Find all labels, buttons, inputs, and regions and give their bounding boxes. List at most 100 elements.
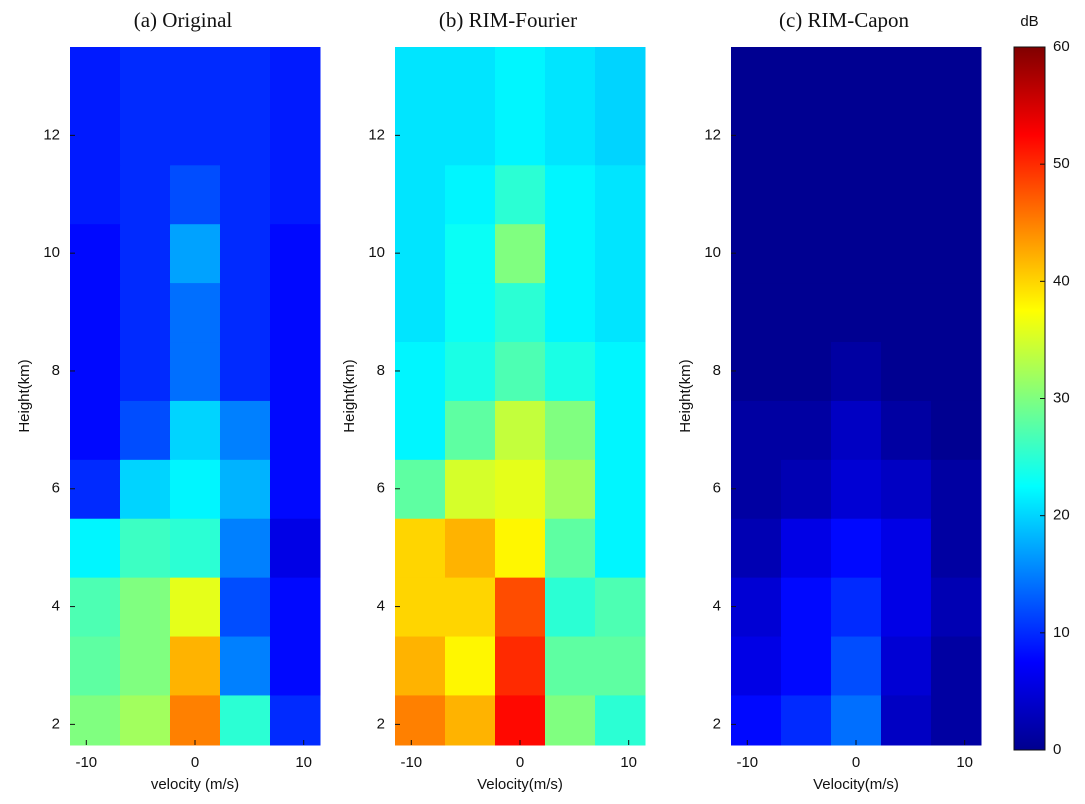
heat-cell bbox=[220, 282, 271, 343]
heat-cell bbox=[395, 694, 446, 746]
chart-title: (c) RIM-Capon bbox=[779, 8, 910, 32]
heat-cell bbox=[70, 223, 121, 284]
heat-cell bbox=[831, 694, 882, 746]
colorbar-tick-label: 40 bbox=[1053, 272, 1070, 289]
heat-cell bbox=[595, 223, 646, 284]
heat-cell bbox=[781, 577, 832, 637]
heat-cell bbox=[120, 694, 171, 746]
y-tick-label: 8 bbox=[52, 362, 60, 379]
heat-cell bbox=[445, 400, 496, 460]
y-tick-label: 10 bbox=[368, 244, 385, 261]
heat-cell bbox=[595, 577, 646, 637]
heat-cell bbox=[881, 400, 932, 460]
heat-cell bbox=[595, 282, 646, 343]
heat-cell bbox=[220, 47, 271, 166]
heat-cell bbox=[70, 47, 121, 166]
heat-cell bbox=[545, 577, 596, 637]
colorbar-tick-label: 10 bbox=[1053, 624, 1070, 641]
y-tick-label: 10 bbox=[704, 244, 721, 261]
x-axis-label: velocity (m/s) bbox=[151, 776, 239, 793]
heat-cell bbox=[270, 400, 321, 460]
y-tick-label: 2 bbox=[52, 715, 60, 732]
heat-cell bbox=[881, 47, 932, 166]
heat-cell bbox=[495, 282, 546, 343]
heat-cell bbox=[495, 694, 546, 746]
y-tick-label: 4 bbox=[52, 598, 60, 615]
heat-cell bbox=[495, 636, 546, 696]
y-tick-label: 4 bbox=[713, 598, 721, 615]
heat-cell bbox=[395, 341, 446, 401]
heat-cell bbox=[170, 282, 221, 343]
heat-cell bbox=[445, 164, 496, 225]
heat-cell bbox=[931, 577, 982, 637]
x-tick-label: 0 bbox=[852, 754, 860, 771]
heat-cell bbox=[931, 223, 982, 284]
heat-cell bbox=[220, 400, 271, 460]
y-tick-label: 2 bbox=[377, 715, 385, 732]
heat-cell bbox=[831, 164, 882, 225]
heat-cell bbox=[731, 47, 782, 166]
heat-cell bbox=[545, 518, 596, 578]
heat-cell bbox=[220, 518, 271, 578]
heat-cell bbox=[445, 341, 496, 401]
heat-cell bbox=[545, 47, 596, 166]
colorbar-tick-label: 0 bbox=[1053, 741, 1061, 758]
heat-cell bbox=[781, 636, 832, 696]
heat-cell bbox=[395, 459, 446, 519]
heat-cell bbox=[220, 223, 271, 284]
heat-cell bbox=[495, 341, 546, 401]
y-tick-label: 12 bbox=[704, 126, 721, 143]
heat-cell bbox=[170, 47, 221, 166]
y-tick-label: 2 bbox=[713, 715, 721, 732]
y-tick-label: 6 bbox=[713, 480, 721, 497]
heat-cell bbox=[545, 282, 596, 343]
heat-cell bbox=[220, 164, 271, 225]
heat-cell bbox=[120, 223, 171, 284]
y-tick-label: 8 bbox=[377, 362, 385, 379]
heat-cell bbox=[170, 400, 221, 460]
heat-cell bbox=[931, 282, 982, 343]
y-tick-label: 8 bbox=[713, 362, 721, 379]
heat-cell bbox=[931, 400, 982, 460]
heat-cell bbox=[831, 282, 882, 343]
heat-cell bbox=[270, 341, 321, 401]
heat-cell bbox=[395, 223, 446, 284]
x-axis-label: Velocity(m/s) bbox=[813, 776, 899, 793]
heat-cell bbox=[781, 282, 832, 343]
heat-cell bbox=[595, 341, 646, 401]
heat-cell bbox=[220, 577, 271, 637]
heat-cell bbox=[931, 47, 982, 166]
heat-cell bbox=[781, 518, 832, 578]
heat-cell bbox=[120, 164, 171, 225]
heat-cell bbox=[595, 164, 646, 225]
y-axis-label: Height(km) bbox=[341, 359, 358, 432]
heat-cell bbox=[170, 518, 221, 578]
y-tick-label: 12 bbox=[43, 126, 60, 143]
heat-cell bbox=[881, 282, 932, 343]
heat-cell bbox=[395, 47, 446, 166]
y-tick-label: 10 bbox=[43, 244, 60, 261]
heat-cell bbox=[70, 164, 121, 225]
heat-cell bbox=[931, 694, 982, 746]
heat-cell bbox=[120, 577, 171, 637]
heat-cell bbox=[120, 636, 171, 696]
heat-cell bbox=[881, 341, 932, 401]
heat-cell bbox=[445, 518, 496, 578]
heat-cell bbox=[731, 400, 782, 460]
heat-cell bbox=[731, 341, 782, 401]
heat-cell bbox=[170, 577, 221, 637]
chart-title: (a) Original bbox=[134, 8, 233, 32]
heat-cell bbox=[495, 164, 546, 225]
heat-cell bbox=[70, 694, 121, 746]
colorbar-tick-label: 30 bbox=[1053, 389, 1070, 406]
heat-cell bbox=[545, 223, 596, 284]
heat-cell bbox=[220, 694, 271, 746]
heat-cell bbox=[595, 694, 646, 746]
y-axis-label: Height(km) bbox=[16, 359, 33, 432]
heat-cell bbox=[881, 636, 932, 696]
heat-cell bbox=[270, 694, 321, 746]
heat-cell bbox=[881, 694, 932, 746]
heat-cell bbox=[595, 459, 646, 519]
heat-cell bbox=[881, 577, 932, 637]
heat-cell bbox=[931, 164, 982, 225]
